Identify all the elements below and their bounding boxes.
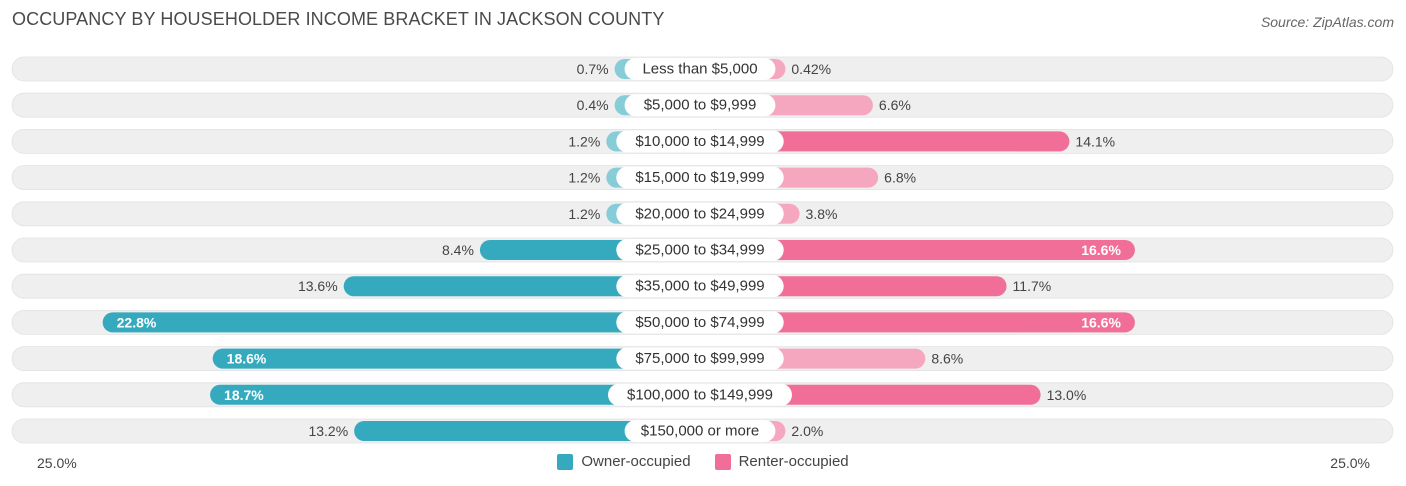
axis-right-label: 25.0% [1330,455,1370,471]
owner-value-label: 1.2% [568,206,600,222]
category-label: $15,000 to $19,999 [635,169,764,186]
category-pill [616,130,784,153]
owner-bar [102,312,700,333]
category-label: $5,000 to $9,999 [644,97,757,114]
category-label: $20,000 to $24,999 [635,205,764,222]
category-pill [616,311,784,334]
renter-swatch [714,453,731,470]
owner-value-label: 1.2% [568,133,600,149]
category-pill [624,420,776,442]
renter-value-label: 16.6% [1081,314,1121,330]
renter-value-label: 11.7% [1013,278,1052,294]
renter-bar [700,240,1135,260]
category-pill [624,94,776,117]
legend-item-renter: Renter-occupied [714,453,849,470]
owner-value-label: 18.7% [224,387,264,403]
renter-bar [700,312,1135,333]
legend-item-owner: Owner-occupied [557,453,691,470]
category-pill [608,383,792,406]
renter-value-label: 6.6% [879,97,911,113]
category-pill [616,347,784,370]
chart-title: OCCUPANCY BY HOUSEHOLDER INCOME BRACKET … [12,9,665,29]
owner-value-label: 13.6% [298,278,338,294]
owner-value-label: 1.2% [568,170,600,186]
legend-owner-label: Owner-occupied [581,453,691,470]
owner-value-label: 22.8% [117,314,157,330]
renter-value-label: 16.6% [1081,242,1121,258]
axis-left-label: 25.0% [37,455,77,471]
owner-bar [210,384,700,405]
renter-value-label: 2.0% [791,423,823,439]
category-pill [616,275,784,298]
category-label: $35,000 to $49,999 [635,278,764,295]
category-pill [616,239,784,261]
owner-swatch [557,453,574,470]
renter-value-label: 14.1% [1075,133,1115,149]
owner-bar [212,348,700,369]
renter-value-label: 3.8% [806,206,838,222]
category-label: $25,000 to $34,999 [635,242,764,259]
renter-value-label: 8.6% [931,351,963,367]
owner-value-label: 18.6% [227,351,267,367]
renter-value-label: 0.42% [791,61,831,77]
renter-value-label: 6.8% [884,170,916,186]
category-pill [624,58,776,80]
legend: Owner-occupied Renter-occupied [0,453,1406,470]
source-credit: Source: ZipAtlas.com [1260,14,1394,30]
owner-value-label: 0.4% [577,97,609,113]
category-label: $75,000 to $99,999 [635,350,764,367]
owner-bar [354,421,700,441]
owner-value-label: 0.7% [577,61,609,77]
renter-value-label: 13.0% [1047,387,1087,403]
owner-bar [343,276,700,297]
owner-value-label: 13.2% [308,423,348,439]
category-pill [616,166,784,189]
category-label: $50,000 to $74,999 [635,314,764,331]
legend-renter-label: Renter-occupied [738,453,849,470]
category-label: $10,000 to $14,999 [635,133,764,150]
category-pill [616,202,784,225]
category-label: Less than $5,000 [642,61,757,78]
category-label: $150,000 or more [641,423,759,440]
renter-bar [700,131,1070,152]
category-label: $100,000 to $149,999 [627,386,773,403]
owner-value-label: 8.4% [442,242,474,258]
